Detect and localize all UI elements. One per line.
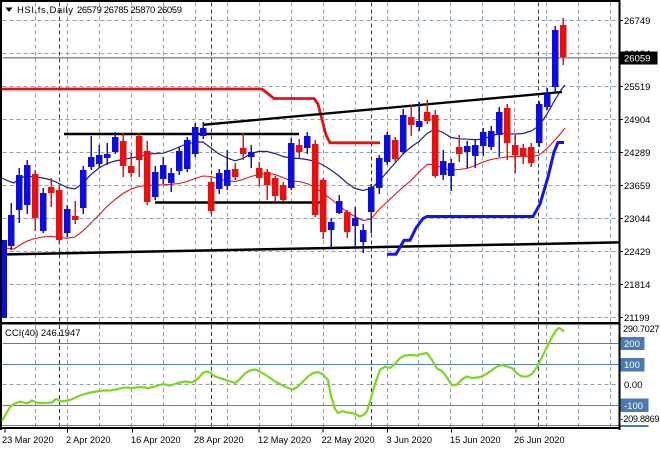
svg-text:12 May 2020: 12 May 2020 bbox=[258, 435, 311, 445]
svg-text:24289: 24289 bbox=[624, 148, 650, 159]
svg-text:22429: 22429 bbox=[624, 247, 650, 258]
svg-text:26 Jun 2020: 26 Jun 2020 bbox=[514, 435, 565, 445]
svg-text:21814: 21814 bbox=[624, 280, 650, 291]
svg-text:21199: 21199 bbox=[624, 313, 650, 324]
svg-text:23044: 23044 bbox=[624, 214, 650, 225]
svg-text:2 Apr 2020: 2 Apr 2020 bbox=[66, 435, 110, 445]
svg-text:-100: -100 bbox=[624, 401, 643, 412]
svg-text:3 Jun 2020: 3 Jun 2020 bbox=[387, 435, 432, 445]
svg-text:15 Jun 2020: 15 Jun 2020 bbox=[450, 435, 501, 445]
svg-text:22 May 2020: 22 May 2020 bbox=[322, 435, 375, 445]
svg-text:100: 100 bbox=[624, 360, 640, 371]
svg-text:26749: 26749 bbox=[624, 16, 650, 27]
svg-text:HSI,fs,Daily: HSI,fs,Daily bbox=[17, 5, 73, 16]
svg-text:CCI(40) 246.1947: CCI(40) 246.1947 bbox=[5, 328, 81, 339]
svg-text:26579 26785 25870 26059: 26579 26785 25870 26059 bbox=[77, 5, 182, 16]
svg-text:25519: 25519 bbox=[624, 82, 650, 93]
svg-text:16 Apr 2020: 16 Apr 2020 bbox=[131, 435, 181, 445]
svg-text:23 Mar 2020: 23 Mar 2020 bbox=[2, 435, 54, 445]
svg-text:28 Apr 2020: 28 Apr 2020 bbox=[194, 435, 244, 445]
svg-text:24904: 24904 bbox=[624, 115, 650, 126]
svg-text:-209.8869: -209.8869 bbox=[621, 414, 660, 424]
svg-text:26059: 26059 bbox=[624, 54, 650, 65]
svg-text:0.00: 0.00 bbox=[624, 380, 643, 391]
svg-text:200: 200 bbox=[624, 339, 640, 350]
svg-text:23659: 23659 bbox=[624, 181, 650, 192]
svg-text:290.7027: 290.7027 bbox=[623, 324, 660, 334]
